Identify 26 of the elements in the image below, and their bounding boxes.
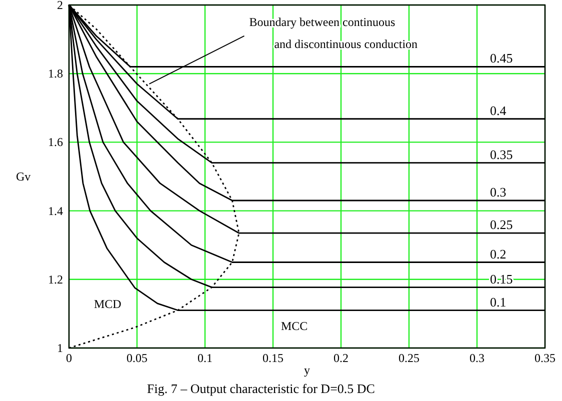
series-label: 0.35: [490, 146, 513, 162]
x-tick-label: 0.2: [334, 351, 348, 365]
annotation: MCD: [94, 297, 122, 311]
x-tick-label: 0.1: [198, 351, 212, 365]
y-tick-label: 1.6: [48, 135, 63, 150]
x-axis-title: y: [304, 363, 310, 377]
annotation: MCC: [281, 319, 308, 333]
y-axis-title: Gv: [16, 170, 31, 184]
x-tick-label: 0.25: [398, 351, 420, 365]
y-tick-label: 1: [57, 341, 63, 355]
caption: Fig. 7 – Output characteristic for D=0.5 DC: [147, 381, 375, 396]
y-tick-label: 1.2: [48, 272, 63, 286]
x-tick-label: 0.15: [262, 351, 284, 365]
series-label: 0.1: [490, 294, 506, 310]
x-tick-label: 0.05: [126, 351, 148, 365]
x-tick-label: 0: [66, 351, 72, 365]
series-label: 0.45: [490, 50, 513, 66]
y-tick-label: 2: [57, 0, 63, 12]
series-label: 0.4: [490, 102, 507, 118]
x-tick-label: 0.35: [534, 351, 556, 365]
y-tick-label: 1.8: [48, 66, 63, 81]
x-tick-label: 0.3: [470, 351, 484, 365]
y-tick-label: 1.4: [48, 204, 63, 218]
series-label: 0.2: [490, 246, 506, 262]
series-label: 0.25: [490, 217, 513, 232]
series-label: 0.3: [490, 184, 506, 200]
